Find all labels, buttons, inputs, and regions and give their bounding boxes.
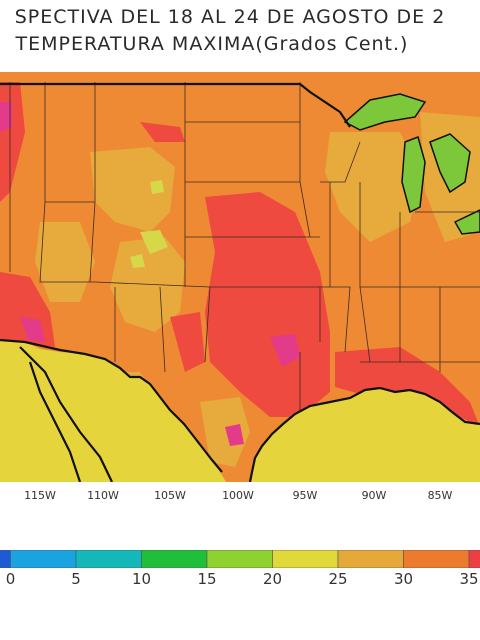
color-scale-tick-label: 15	[197, 570, 217, 588]
color-scale-bin	[272, 550, 339, 568]
color-scale-tick-label: 0	[5, 570, 16, 588]
longitude-label: 110W	[87, 489, 119, 502]
country-borders	[0, 82, 480, 482]
color-scale-tick-label: 25	[328, 570, 348, 588]
map-title-line1: SPECTIVA DEL 18 AL 24 DE AGOSTO DE 2	[14, 6, 446, 28]
color-scale-bin	[10, 550, 77, 568]
longitude-label: 95W	[292, 489, 318, 502]
color-scale-tick-label: 10	[131, 570, 152, 588]
great-lakes	[343, 93, 480, 235]
color-scale-tick-label: 35	[459, 570, 479, 588]
color-scale-bin	[0, 550, 11, 568]
color-scale-bin	[75, 550, 142, 568]
color-scale-tick-label: 20	[262, 570, 283, 588]
color-scale-bin	[141, 550, 208, 568]
longitude-label: 90W	[361, 489, 387, 502]
longitude-label: 105W	[154, 489, 186, 502]
color-scale-bar	[0, 550, 480, 568]
state-boundaries	[9, 82, 480, 412]
temperature-map	[0, 72, 480, 482]
color-scale-bin	[468, 550, 480, 568]
longitude-label: 115W	[24, 489, 56, 502]
color-scale-bin	[403, 550, 470, 568]
longitude-label: 85W	[427, 489, 453, 502]
longitude-label: 100W	[222, 489, 254, 502]
color-scale-tick-label: 5	[71, 570, 81, 588]
color-scale-bin	[337, 550, 404, 568]
color-scale-tick-label: 30	[393, 570, 414, 588]
color-scale-bin	[206, 550, 273, 568]
map-title-line2: TEMPERATURA MAXIMA(Grados Cent.)	[15, 33, 409, 55]
